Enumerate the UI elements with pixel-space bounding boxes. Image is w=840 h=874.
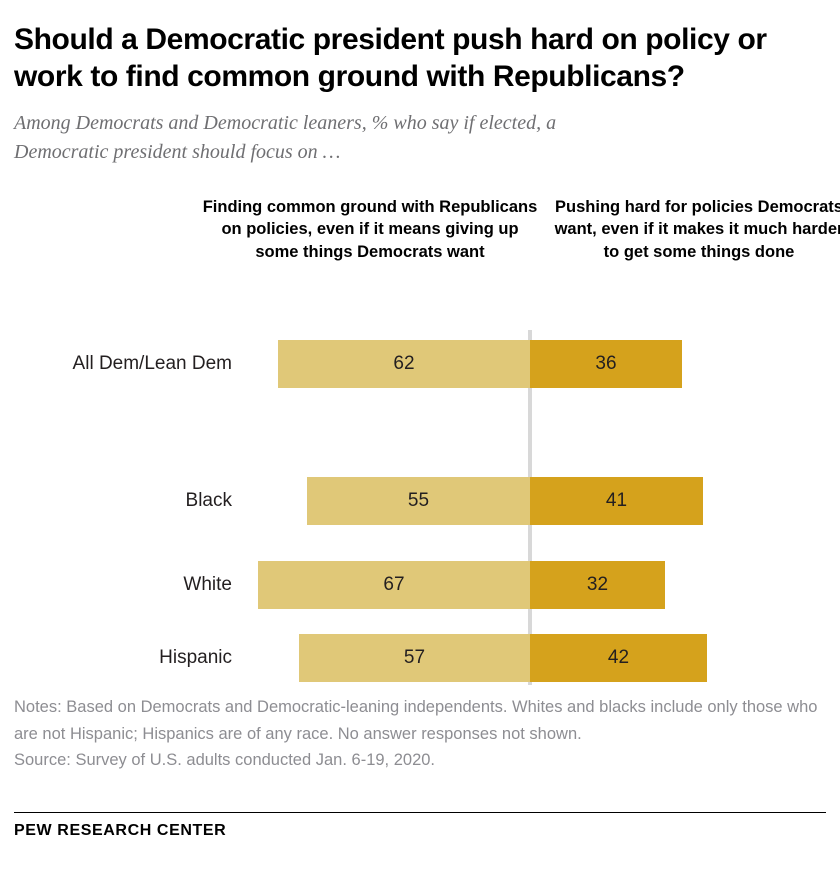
table-row: All Dem/Lean Dem 62 36 xyxy=(0,340,840,388)
chart-notes: Notes: Based on Democrats and Democratic… xyxy=(14,698,818,743)
bar-push-hard-hispanic[interactable]: 42 xyxy=(530,634,707,682)
row-label-white: White xyxy=(183,574,232,595)
table-row: White 67 32 xyxy=(0,561,840,609)
table-row: Hispanic 57 42 xyxy=(0,634,840,682)
row-label-all-dem-lean-dem: All Dem/Lean Dem xyxy=(72,353,232,374)
bar-push-hard-black[interactable]: 41 xyxy=(530,477,703,525)
bar-common-ground-white[interactable]: 67 xyxy=(258,561,530,609)
column-header-push-hard: Pushing hard for policies Democrats want… xyxy=(554,198,840,261)
footer-attribution: PEW RESEARCH CENTER xyxy=(14,822,227,839)
bar-common-ground-black[interactable]: 55 xyxy=(307,477,530,525)
chart-source: Source: Survey of U.S. adults conducted … xyxy=(14,751,435,770)
bar-push-hard-white[interactable]: 32 xyxy=(530,561,665,609)
chart-subtitle: Among Democrats and Democratic leaners, … xyxy=(14,112,557,163)
column-header-common-ground: Finding common ground with Republicans o… xyxy=(202,198,538,261)
row-label-hispanic: Hispanic xyxy=(159,647,232,668)
bar-common-ground-hispanic[interactable]: 57 xyxy=(299,634,530,682)
bar-push-hard-all-dem-lean-dem[interactable]: 36 xyxy=(530,340,682,388)
page-title: Should a Democratic president push hard … xyxy=(14,23,767,93)
bar-common-ground-all-dem-lean-dem[interactable]: 62 xyxy=(278,340,530,388)
chart-notes-block: Notes: Based on Democrats and Democratic… xyxy=(14,694,826,774)
row-label-black: Black xyxy=(185,490,232,511)
column-headers: Finding common ground with Republicans o… xyxy=(14,196,840,316)
table-row: Black 55 41 xyxy=(0,477,840,525)
footer-divider-rule xyxy=(14,812,826,813)
